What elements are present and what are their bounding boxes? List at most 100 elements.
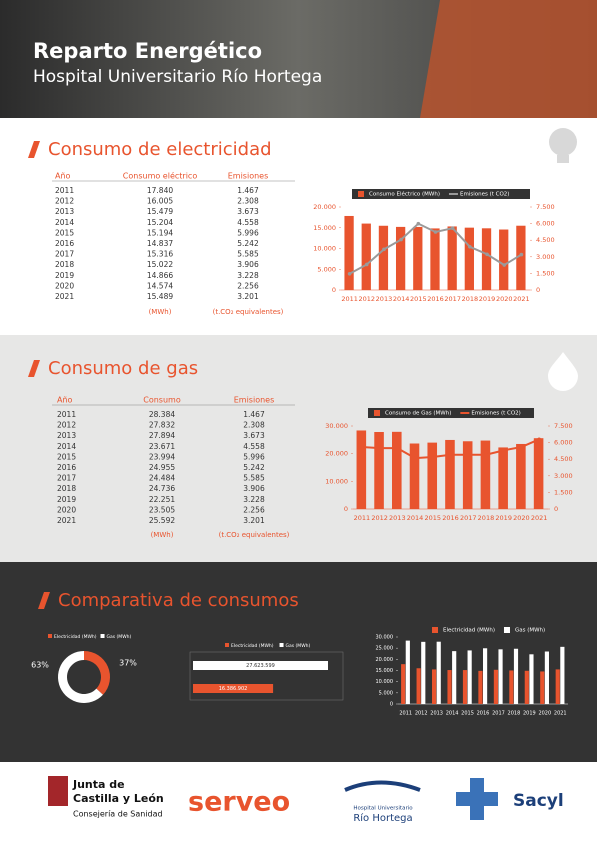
unit: (MWh) [149, 308, 172, 316]
table-cell: 24.955 [149, 463, 175, 472]
table-cell: 3.201 [243, 516, 265, 525]
plot-bg [189, 651, 344, 701]
y-tick-label: 20.000 [313, 203, 336, 211]
legend-swatch [100, 634, 105, 638]
point [382, 247, 386, 252]
column-header: Consumo [143, 396, 181, 405]
x-tick-label: 2019 [479, 295, 496, 303]
table-cell: 5.996 [237, 228, 259, 237]
point [501, 448, 506, 453]
y2-tick-label: 7.500 [536, 203, 555, 211]
bar [344, 215, 354, 290]
column-header: Año [55, 172, 71, 181]
x-tick-label: 2018 [478, 514, 495, 522]
logo-text: Río Hortega [353, 812, 412, 824]
data-label: 37% [119, 659, 137, 668]
x-tick-label: 2014 [446, 711, 459, 717]
legend-bg [352, 189, 530, 199]
table-cell: 1.467 [237, 186, 259, 195]
bar [416, 668, 421, 704]
y2-tick-label: 1.500 [554, 488, 573, 496]
title: Reparto Energético [33, 39, 262, 63]
y-tick-label: 15.000 [313, 224, 336, 232]
bar [498, 447, 508, 509]
bar [513, 648, 519, 704]
legend-swatch [225, 643, 229, 647]
table-cell: 2014 [57, 442, 76, 451]
x-tick-label: 2019 [495, 514, 512, 522]
legend-label: Electricidad (MWh) [443, 628, 495, 634]
bar [467, 650, 472, 704]
x-tick-label: 2014 [393, 295, 410, 303]
x-tick-label: 2018 [508, 711, 521, 717]
table-cell: 15.022 [147, 260, 173, 269]
column-header: Emisiones [234, 396, 275, 405]
bar [405, 640, 410, 704]
slash [38, 592, 50, 609]
table-cell: 22.251 [149, 495, 175, 504]
table-cell: 23.505 [149, 505, 175, 514]
y2-tick-label: 4.500 [554, 455, 573, 463]
table-cell: 2012 [57, 421, 76, 430]
legend-label: Emisiones (t CO2) [471, 411, 520, 417]
legend-swatch [279, 643, 284, 647]
data-label: 63% [31, 661, 49, 670]
x-tick-label: 2016 [477, 711, 490, 717]
logo-text: Consejería de Sanidad [73, 810, 163, 819]
y-tick-label: 10.000 [325, 477, 348, 485]
x-tick-label: 2015 [424, 514, 441, 522]
y-tick-label: 10.000 [313, 245, 336, 253]
y2-tick-label: 6.000 [536, 220, 555, 228]
point [416, 221, 421, 226]
legend-label: Gas (MWh) [286, 643, 311, 649]
bar [413, 226, 423, 290]
table-cell: 2014 [55, 218, 74, 227]
header-accent [420, 0, 597, 118]
unit: (MWh) [151, 531, 174, 539]
table-cell: 4.558 [237, 218, 259, 227]
y-tick-label: 0 [344, 505, 348, 513]
legend-swatch [432, 627, 438, 633]
table-cell: 2018 [55, 260, 74, 269]
bar [452, 651, 457, 704]
bar [493, 669, 498, 704]
table-cell: 15.204 [147, 218, 173, 227]
x-tick-label: 2012 [371, 514, 388, 522]
legend-label: Gas (MWh) [515, 628, 545, 634]
section-bg [0, 118, 597, 335]
legend-swatch [358, 191, 364, 197]
point [395, 446, 400, 450]
point [413, 456, 417, 460]
bar [395, 226, 406, 290]
table-cell: 14.866 [147, 271, 173, 280]
bulb-icon [557, 155, 569, 163]
logo-text: Sacyl [513, 791, 564, 811]
table-cell: 2.308 [243, 421, 265, 430]
y-tick-label: 5.000 [317, 265, 336, 273]
table-cell: 2011 [55, 186, 74, 195]
table-cell: 2019 [57, 495, 76, 504]
table-cell: 15.194 [147, 228, 173, 237]
table-cell: 24.484 [149, 474, 175, 483]
table-cell: 2015 [57, 452, 76, 461]
table-cell: 14.837 [147, 239, 173, 248]
bar [432, 669, 437, 704]
column-header: Emisiones [228, 172, 269, 181]
x-tick-label: 2012 [415, 711, 428, 717]
table-cell: 5.242 [243, 463, 265, 472]
unit: (t.CO₂ equivalentes) [213, 308, 284, 316]
y-tick-label: 0 [390, 702, 393, 708]
legend-label: Gas (MWh) [107, 634, 132, 640]
bar [427, 442, 438, 509]
table-cell: 24.736 [149, 484, 175, 493]
y2-tick-label: 0 [536, 286, 540, 294]
logo-swoosh [344, 780, 421, 792]
point [519, 445, 524, 449]
table-cell: 15.316 [147, 250, 173, 259]
table-cell: 2015 [55, 228, 74, 237]
bar [555, 669, 560, 704]
column-header: Consumo eléctrico [123, 171, 198, 181]
legend-label: Electricidad (MWh) [54, 634, 97, 640]
bar [193, 661, 328, 670]
